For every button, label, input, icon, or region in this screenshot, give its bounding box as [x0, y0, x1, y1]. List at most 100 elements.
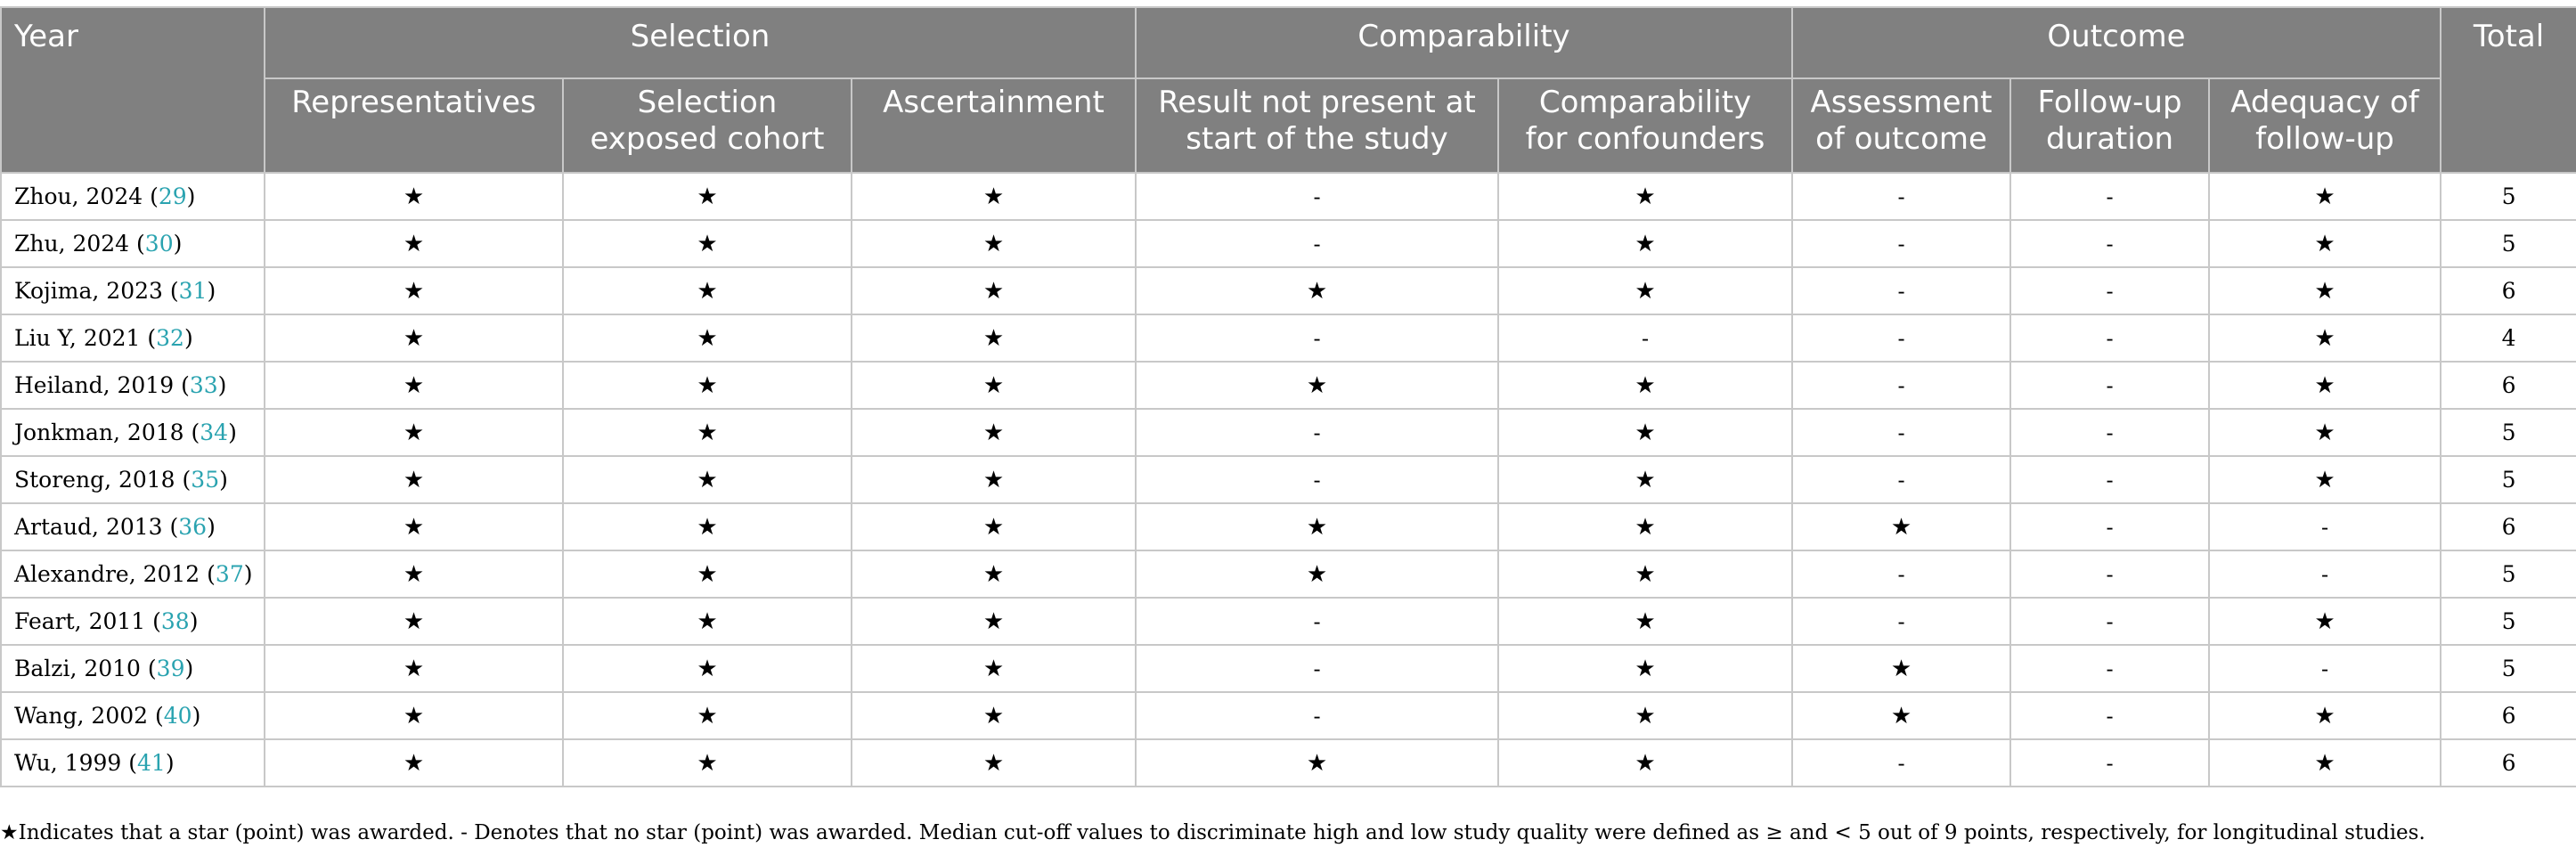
study-name: Wu, 1999 — [14, 750, 122, 776]
star-icon: ★ — [1890, 655, 1912, 682]
star-awarded-cell: ★ — [1496, 550, 1794, 599]
study-name: Artaud, 2013 — [14, 514, 163, 540]
no-star-cell: - — [2208, 550, 2442, 599]
study-cell: Zhou, 2024 (29) — [0, 172, 265, 221]
star-icon: ★ — [403, 230, 425, 257]
total-score: 6 — [2440, 361, 2576, 410]
header-assessment-of-outcome: Assessment of outcome — [1791, 77, 2012, 174]
star-awarded-cell: ★ — [562, 502, 852, 551]
study-cell: Liu Y, 2021 (32) — [0, 314, 265, 363]
dash-mark: - — [1313, 609, 1321, 634]
table-row: Wu, 1999 (41) ★ ★ ★ ★ ★ - - ★ 6 — [0, 738, 2576, 787]
study-name: Liu Y, 2021 — [14, 325, 141, 351]
star-icon: ★ — [982, 749, 1005, 777]
reference-link[interactable]: 34 — [200, 420, 229, 445]
star-icon: ★ — [1634, 277, 1656, 305]
header-label-line1: Follow-up — [2037, 85, 2182, 120]
header-result-not-present: Result not present at start of the study — [1135, 77, 1499, 174]
study-cell: Heiland, 2019 (33) — [0, 361, 265, 410]
header-year: Year — [0, 6, 265, 174]
reference-link[interactable]: 33 — [189, 372, 218, 398]
reference-link[interactable]: 29 — [158, 183, 187, 209]
header-group-comparability: Comparability — [1134, 6, 1794, 79]
dash-mark: - — [1313, 184, 1321, 209]
study-name: Storeng, 2018 — [14, 467, 175, 493]
star-awarded-cell: ★ — [1496, 597, 1794, 646]
header-label-line1: Result not present at — [1158, 85, 1476, 120]
study-name: Alexandre, 2012 — [14, 561, 200, 587]
quality-assessment-table: Year Selection Comparability Outcome Tot… — [0, 6, 2576, 787]
study-name: Feart, 2011 — [14, 608, 146, 634]
no-star-cell: - — [2009, 550, 2211, 599]
header-total: Total — [2440, 6, 2576, 174]
dash-mark: - — [1313, 420, 1321, 445]
star-awarded-cell: ★ — [1791, 644, 2012, 693]
star-awarded-cell: ★ — [1135, 361, 1499, 410]
dash-mark: - — [2106, 279, 2114, 304]
table-row: Heiland, 2019 (33) ★ ★ ★ ★ ★ - - ★ 6 — [0, 361, 2576, 410]
reference-link[interactable]: 38 — [160, 608, 190, 634]
star-awarded-cell: ★ — [264, 738, 564, 787]
star-awarded-cell: ★ — [851, 550, 1137, 599]
study-cell: Feart, 2011 (38) — [0, 597, 265, 646]
no-star-cell: - — [1791, 455, 2012, 504]
star-awarded-cell: ★ — [2208, 172, 2442, 221]
no-star-cell: - — [2009, 644, 2211, 693]
star-icon: ★ — [982, 183, 1005, 210]
study-cell: Balzi, 2010 (39) — [0, 644, 265, 693]
header-selection-exposed-cohort: Selection exposed cohort — [562, 77, 852, 174]
table-footnote: ★Indicates that a star (point) was award… — [0, 821, 2425, 844]
reference-link[interactable]: 39 — [156, 656, 185, 681]
header-group-selection: Selection — [264, 6, 1137, 79]
dash-mark: - — [2106, 562, 2114, 587]
header-label-line2: duration — [2045, 121, 2174, 157]
star-icon: ★ — [982, 419, 1005, 446]
star-awarded-cell: ★ — [562, 219, 852, 268]
star-icon: ★ — [1306, 749, 1328, 777]
star-icon: ★ — [2314, 324, 2336, 352]
star-awarded-cell: ★ — [264, 361, 564, 410]
no-star-cell: - — [1791, 314, 2012, 363]
star-awarded-cell: ★ — [2208, 219, 2442, 268]
no-star-cell: - — [1135, 172, 1499, 221]
table-row: Storeng, 2018 (35) ★ ★ ★ - ★ - - ★ 5 — [0, 455, 2576, 504]
star-awarded-cell: ★ — [264, 219, 564, 268]
no-star-cell: - — [1135, 408, 1499, 457]
star-awarded-cell: ★ — [2208, 314, 2442, 363]
reference-link[interactable]: 31 — [178, 278, 208, 304]
star-icon: ★ — [982, 655, 1005, 682]
star-icon: ★ — [1306, 371, 1328, 399]
reference-link[interactable]: 41 — [137, 750, 166, 776]
star-icon: ★ — [403, 324, 425, 352]
reference-link[interactable]: 37 — [215, 561, 244, 587]
table-row: Balzi, 2010 (39) ★ ★ ★ - ★ ★ - - 5 — [0, 644, 2576, 693]
no-star-cell: - — [1791, 597, 2012, 646]
study-cell: Zhu, 2024 (30) — [0, 219, 265, 268]
star-icon: ★ — [1634, 513, 1656, 541]
star-icon: ★ — [697, 655, 718, 682]
study-name: Kojima, 2023 — [14, 278, 163, 304]
reference-link[interactable]: 40 — [163, 703, 192, 729]
no-star-cell: - — [1135, 314, 1499, 363]
star-awarded-cell: ★ — [1496, 361, 1794, 410]
table-body: Zhou, 2024 (29) ★ ★ ★ - ★ - - ★ 5 Zhu, 2024 (30) ★ ★… — [0, 172, 2576, 787]
star-icon: ★ — [697, 230, 718, 257]
no-star-cell: - — [2009, 455, 2211, 504]
no-star-cell: - — [1791, 219, 2012, 268]
reference-link[interactable]: 30 — [144, 231, 174, 257]
reference-link[interactable]: 36 — [178, 514, 208, 540]
no-star-cell: - — [2009, 219, 2211, 268]
dash-mark: - — [1897, 232, 1905, 257]
star-awarded-cell: ★ — [562, 408, 852, 457]
star-icon: ★ — [2314, 230, 2336, 257]
star-icon: ★ — [403, 655, 425, 682]
star-icon: ★ — [2314, 371, 2336, 399]
star-icon: ★ — [697, 466, 718, 493]
reference-link[interactable]: 35 — [191, 467, 220, 493]
dash-mark: - — [2320, 562, 2329, 587]
star-icon: ★ — [1634, 655, 1656, 682]
reference-link[interactable]: 32 — [156, 325, 184, 351]
star-awarded-cell: ★ — [851, 502, 1137, 551]
dash-mark: - — [1313, 232, 1321, 257]
dash-mark: - — [1641, 326, 1650, 351]
